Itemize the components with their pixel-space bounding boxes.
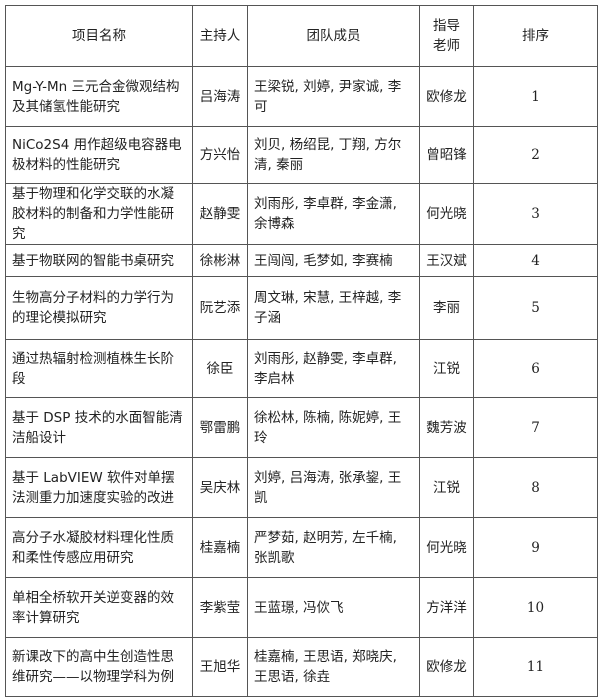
cell-members: 严梦茹, 赵明芳, 左千楠, 张凯歌 — [247, 517, 420, 578]
table-row: 通过热辐射检测植株生长阶段 徐臣 刘雨彤, 赵静雯, 李卓群, 李启林 江锐 6 — [5, 339, 598, 398]
table-row: 基于 DSP 技术的水面智能清洁船设计 鄂雷鹏 徐松林, 陈楠, 陈妮婷, 王玲 魏芳… — [5, 397, 598, 458]
cell-advisor: 欧修龙 — [419, 637, 474, 697]
cell-members: 王闯闯, 毛梦如, 李赛楠 — [247, 244, 420, 277]
table-row: Mg-Y-Mn 三元合金微观结构及其储氢性能研究 吕海涛 王梁锐, 刘婷, 尹家诚,… — [5, 66, 598, 127]
cell-project: NiCo2S4 用作超级电容器电极材料的性能研究 — [5, 126, 193, 184]
table-row: NiCo2S4 用作超级电容器电极材料的性能研究 方兴怡 刘贝, 杨绍昆, 丁翔, … — [5, 126, 598, 184]
cell-members: 徐松林, 陈楠, 陈妮婷, 王玲 — [247, 397, 420, 458]
cell-project: 基于 DSP 技术的水面智能清洁船设计 — [5, 397, 193, 458]
cell-project: 新课改下的高中生创造性思维研究——以物理学科为例 — [5, 637, 193, 697]
cell-advisor: 李丽 — [419, 276, 474, 340]
cell-rank: 4 — [473, 244, 598, 277]
cell-rank: 1 — [473, 66, 598, 127]
cell-rank: 3 — [473, 183, 598, 245]
table-row: 高分子水凝胶材料理化性质和柔性传感应用研究 桂嘉楠 严梦茹, 赵明芳, 左千楠, 张… — [5, 517, 598, 578]
cell-members: 刘雨彤, 李卓群, 李金潇, 余博森 — [247, 183, 420, 245]
cell-members: 刘婷, 吕海涛, 张承鋆, 王凯 — [247, 457, 420, 518]
cell-members: 王蓝璟, 冯佽飞 — [247, 577, 420, 638]
header-members: 团队成员 — [247, 5, 420, 67]
cell-advisor: 方洋洋 — [419, 577, 474, 638]
cell-advisor: 何光晓 — [419, 517, 474, 578]
cell-host: 方兴怡 — [192, 126, 248, 184]
table-row: 新课改下的高中生创造性思维研究——以物理学科为例 王旭华 桂嘉楠, 王思语, 郑晓庆… — [5, 637, 598, 697]
header-advisor: 指导老师 — [419, 5, 474, 67]
header-row: 项目名称 主持人 团队成员 指导老师 排序 — [5, 5, 598, 67]
cell-host: 鄂雷鹏 — [192, 397, 248, 458]
cell-host: 李紫莹 — [192, 577, 248, 638]
cell-advisor: 江锐 — [419, 339, 474, 398]
cell-members: 桂嘉楠, 王思语, 郑晓庆, 王思语, 徐垚 — [247, 637, 420, 697]
header-rank: 排序 — [473, 5, 598, 67]
cell-project: 通过热辐射检测植株生长阶段 — [5, 339, 193, 398]
cell-members: 刘雨彤, 赵静雯, 李卓群, 李启林 — [247, 339, 420, 398]
header-host: 主持人 — [192, 5, 248, 67]
cell-rank: 7 — [473, 397, 598, 458]
cell-project: 基于物联网的智能书桌研究 — [5, 244, 193, 277]
table-row: 基于物联网的智能书桌研究 徐彬淋 王闯闯, 毛梦如, 李赛楠 王汉斌 4 — [5, 244, 598, 277]
header-project: 项目名称 — [5, 5, 193, 67]
cell-advisor: 曾昭锋 — [419, 126, 474, 184]
table-row: 单相全桥软开关逆变器的效率计算研究 李紫莹 王蓝璟, 冯佽飞 方洋洋 10 — [5, 577, 598, 638]
cell-host: 吕海涛 — [192, 66, 248, 127]
cell-advisor: 江锐 — [419, 457, 474, 518]
cell-project: 基于物理和化学交联的水凝胶材料的制备和力学性能研究 — [5, 183, 193, 245]
cell-project: Mg-Y-Mn 三元合金微观结构及其储氢性能研究 — [5, 66, 193, 127]
cell-rank: 11 — [473, 637, 598, 697]
cell-rank: 8 — [473, 457, 598, 518]
table-row: 基于物理和化学交联的水凝胶材料的制备和力学性能研究 赵静雯 刘雨彤, 李卓群, 李金… — [5, 183, 598, 245]
cell-rank: 2 — [473, 126, 598, 184]
cell-project: 高分子水凝胶材料理化性质和柔性传感应用研究 — [5, 517, 193, 578]
cell-host: 徐彬淋 — [192, 244, 248, 277]
cell-rank: 10 — [473, 577, 598, 638]
cell-host: 桂嘉楠 — [192, 517, 248, 578]
cell-rank: 6 — [473, 339, 598, 398]
cell-host: 吴庆林 — [192, 457, 248, 518]
cell-rank: 5 — [473, 276, 598, 340]
cell-project: 生物高分子材料的力学行为的理论模拟研究 — [5, 276, 193, 340]
cell-project: 基于 LabVIEW 软件对单摆法测重力加速度实验的改进 — [5, 457, 193, 518]
cell-advisor: 何光晓 — [419, 183, 474, 245]
cell-rank: 9 — [473, 517, 598, 578]
cell-members: 周文琳, 宋慧, 王梓越, 李子涵 — [247, 276, 420, 340]
project-table: 项目名称 主持人 团队成员 指导老师 排序 Mg-Y-Mn 三元合金微观结构及其… — [5, 5, 598, 697]
cell-advisor: 欧修龙 — [419, 66, 474, 127]
cell-advisor: 魏芳波 — [419, 397, 474, 458]
cell-members: 刘贝, 杨绍昆, 丁翔, 方尔清, 秦丽 — [247, 126, 420, 184]
table-row: 基于 LabVIEW 软件对单摆法测重力加速度实验的改进 吴庆林 刘婷, 吕海涛, … — [5, 457, 598, 518]
cell-host: 徐臣 — [192, 339, 248, 398]
cell-host: 赵静雯 — [192, 183, 248, 245]
cell-project: 单相全桥软开关逆变器的效率计算研究 — [5, 577, 193, 638]
cell-host: 王旭华 — [192, 637, 248, 697]
cell-members: 王梁锐, 刘婷, 尹家诚, 李可 — [247, 66, 420, 127]
table-row: 生物高分子材料的力学行为的理论模拟研究 阮艺添 周文琳, 宋慧, 王梓越, 李子涵李… — [5, 276, 598, 340]
cell-advisor: 王汉斌 — [419, 244, 474, 277]
cell-host: 阮艺添 — [192, 276, 248, 340]
